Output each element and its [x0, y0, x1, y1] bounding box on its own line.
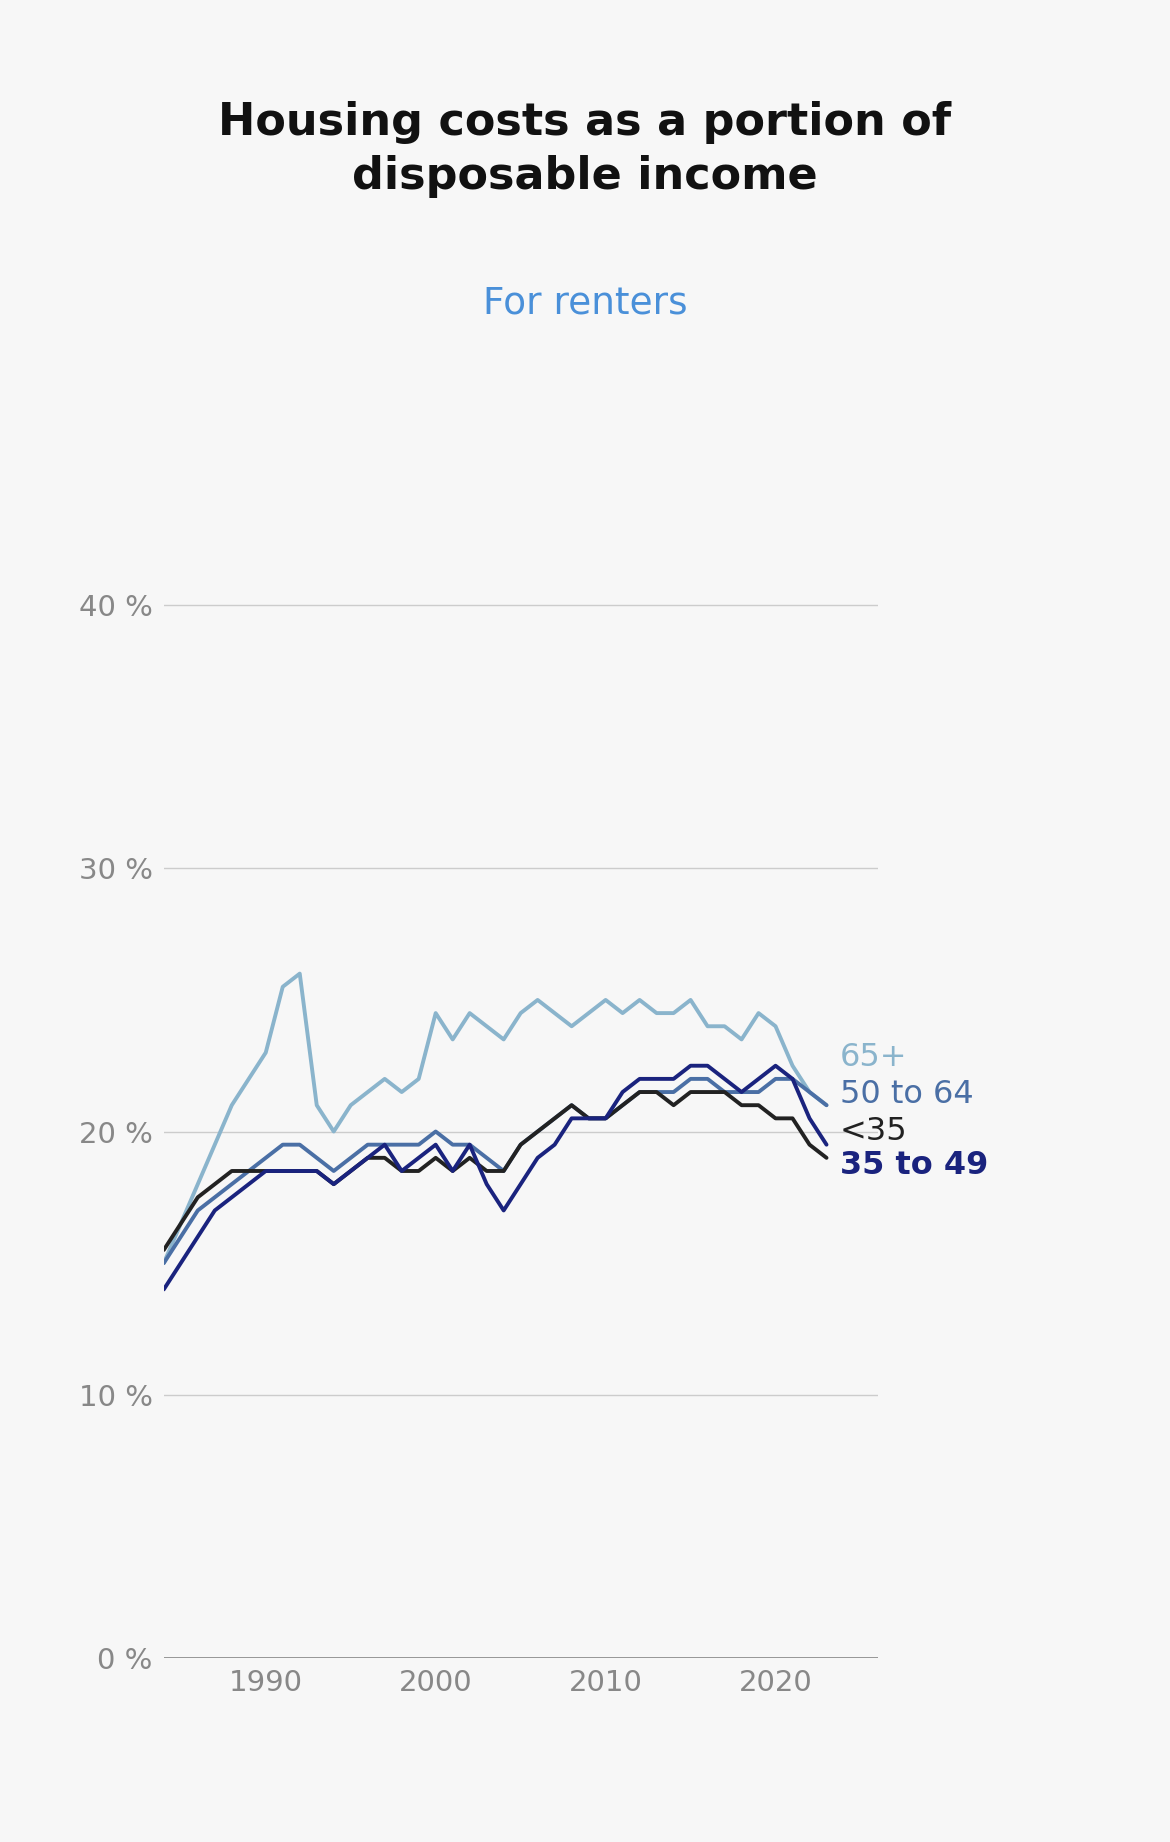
Text: For renters: For renters: [483, 286, 687, 322]
Text: 50 to 64: 50 to 64: [840, 1079, 973, 1111]
Text: 35 to 49: 35 to 49: [840, 1149, 989, 1181]
Text: Housing costs as a portion of
disposable income: Housing costs as a portion of disposable…: [219, 101, 951, 197]
Text: <35: <35: [840, 1116, 908, 1148]
Text: 65+: 65+: [840, 1043, 908, 1074]
